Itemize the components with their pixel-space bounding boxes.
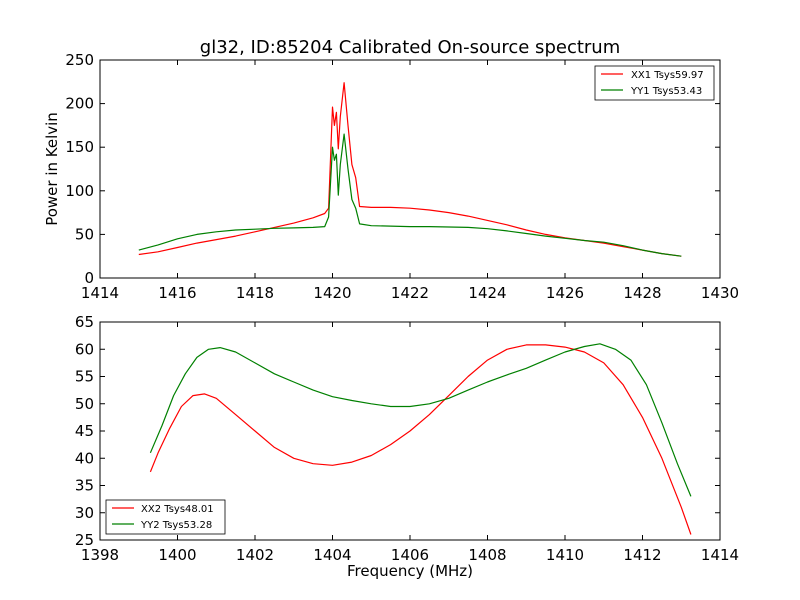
- top-y-tick-label: 200: [65, 95, 94, 113]
- bottom-y-tick-label: 65: [75, 313, 94, 331]
- bottom-x-tick-label: 1402: [236, 546, 274, 564]
- bottom-chart: 1398 1400 1402 1404 1406 1408 1410 1412 1414 25 3…: [75, 313, 739, 580]
- top-series-line-1: [138, 133, 682, 257]
- legend-label-yy1: YY1 Tsys53.43: [630, 86, 702, 97]
- bottom-y-tick-label: 30: [75, 504, 94, 522]
- bottom-y-tick-label: 25: [75, 531, 94, 549]
- bottom-x-tick-label: 1404: [313, 546, 351, 564]
- top-x-tick-label: 1418: [236, 284, 274, 302]
- top-y-tick-label: 100: [65, 182, 94, 200]
- bottom-x-tick-label: 1410: [546, 546, 584, 564]
- bottom-y-tick-label: 50: [75, 395, 94, 413]
- top-x-tick-label: 1424: [468, 284, 506, 302]
- bottom-series-line-1: [149, 343, 692, 497]
- top-y-tick-label: 150: [65, 138, 94, 156]
- top-x-tick-label: 1430: [701, 284, 739, 302]
- top-x-tick-label: 1414: [81, 284, 119, 302]
- top-legend: XX1 Tsys59.97 YY1 Tsys53.43: [594, 65, 715, 101]
- top-x-tick-label: 1420: [313, 284, 351, 302]
- legend-label-xx2: XX2 Tsys48.01: [141, 504, 214, 515]
- top-series-line-0: [138, 82, 682, 257]
- bottom-y-tick-label: 35: [75, 477, 94, 495]
- bottom-x-tick-label: 1408: [468, 546, 506, 564]
- top-legend-box: [594, 65, 715, 101]
- top-y-tick-label: 250: [65, 51, 94, 69]
- bottom-y-tick-label: 40: [75, 449, 94, 467]
- bottom-x-tick-label: 1406: [391, 546, 429, 564]
- top-x-tick-label: 1428: [623, 284, 661, 302]
- top-x-tick-label: 1416: [158, 284, 196, 302]
- bottom-x-tick-label: 1412: [623, 546, 661, 564]
- bottom-x-tick-label: 1400: [158, 546, 196, 564]
- bottom-series-line-0: [149, 344, 692, 535]
- top-chart: 1414 1416 1418 1420 1422 1424 1426 1428 1430 0 50…: [43, 51, 739, 302]
- legend-label-yy2: YY2 Tsys53.28: [140, 520, 212, 531]
- bottom-y-tick-label: 45: [75, 422, 94, 440]
- top-y-axis-label: Power in Kelvin: [43, 112, 61, 226]
- bottom-y-tick-label: 60: [75, 340, 94, 358]
- bottom-legend: XX2 Tsys48.01 YY2 Tsys53.28: [105, 499, 226, 535]
- bottom-legend-box: [105, 499, 226, 535]
- top-x-tick-label: 1422: [391, 284, 429, 302]
- bottom-x-tick-label: 1398: [81, 546, 119, 564]
- bottom-x-tick-label: 1414: [701, 546, 739, 564]
- chart-title: gl32, ID:85204 Calibrated On-source spec…: [200, 37, 620, 58]
- top-y-tick-label: 50: [75, 225, 94, 243]
- bottom-x-axis-label: Frequency (MHz): [347, 562, 473, 580]
- top-y-tick-label: 0: [84, 269, 94, 287]
- legend-label-xx1: XX1 Tsys59.97: [631, 70, 704, 81]
- bottom-y-tick-label: 55: [75, 368, 94, 386]
- top-x-tick-label: 1426: [546, 284, 584, 302]
